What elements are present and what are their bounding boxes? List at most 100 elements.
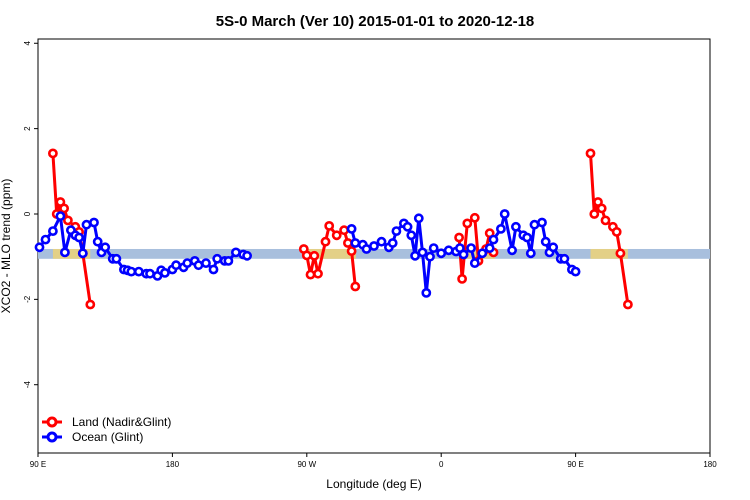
data-point-ocean	[60, 247, 70, 258]
data-point-ocean	[525, 248, 536, 259]
data-point-ocean	[89, 217, 99, 228]
data-point-ocean	[421, 287, 432, 298]
data-point-land	[305, 269, 316, 280]
data-point-land	[457, 273, 467, 284]
data-point-land	[596, 203, 607, 214]
legend: Land (Nadir&Glint) Ocean (Glint)	[42, 415, 171, 444]
data-point-ocean	[425, 251, 435, 262]
data-point-ocean	[537, 217, 547, 228]
data-point-ocean	[469, 258, 480, 268]
data-point-ocean	[369, 241, 379, 251]
data-point-ocean	[529, 219, 540, 230]
y-tick-label: -4	[23, 381, 32, 389]
data-point-ocean	[507, 245, 517, 256]
data-point-land	[623, 299, 633, 310]
data-point-land	[313, 268, 323, 279]
data-point-land	[615, 248, 626, 259]
data-point-ocean	[208, 264, 219, 275]
data-point-land	[462, 218, 473, 229]
data-point-ocean	[34, 242, 45, 253]
data-point-land	[324, 220, 335, 231]
data-point-land	[48, 148, 58, 159]
data-point-ocean	[40, 234, 51, 245]
data-point-ocean	[511, 221, 521, 232]
data-point-land	[585, 148, 596, 159]
data-point-ocean	[145, 268, 155, 279]
data-point-ocean	[55, 211, 66, 221]
chart-title: 5S-0 March (Ver 10) 2015-01-01 to 2020-1…	[216, 13, 535, 30]
y-tick-label: 0	[23, 211, 32, 216]
data-point-ocean	[488, 234, 499, 245]
data-point-ocean	[242, 250, 252, 261]
data-point-ocean	[48, 226, 58, 236]
y-tick-label: -2	[23, 295, 32, 303]
data-point-ocean	[159, 267, 170, 278]
data-point-ocean	[376, 236, 387, 247]
data-point-ocean	[436, 248, 447, 259]
legend-ocean-label: Ocean (Glint)	[72, 430, 143, 444]
x-tick-label: 0	[439, 460, 444, 469]
data-point-land	[611, 226, 622, 237]
data-point-ocean	[402, 221, 413, 232]
data-point-land	[346, 246, 357, 256]
x-tick-label: 180	[703, 460, 717, 469]
legend-ocean-marker	[46, 431, 58, 443]
data-point-ocean	[570, 266, 581, 277]
x-axis: 90 E 180 90 W 0 90 E 180	[30, 453, 717, 469]
data-point-ocean	[495, 223, 506, 234]
data-point-ocean	[548, 242, 559, 253]
data-point-ocean	[201, 258, 211, 268]
data-point-ocean	[458, 249, 469, 260]
y-tick-label: 4	[23, 40, 32, 45]
data-point-ocean	[193, 260, 204, 271]
data-point-land	[85, 299, 96, 310]
data-point-ocean	[81, 219, 92, 230]
data-point-ocean	[350, 238, 361, 248]
series-layer	[34, 148, 633, 310]
x-axis-label: Longitude (deg E)	[326, 477, 421, 491]
x-tick-label: 90 E	[567, 460, 583, 469]
y-axis-label: XCO2 - MLO trend (ppm)	[0, 179, 13, 314]
data-point-land	[469, 212, 480, 223]
data-point-ocean	[477, 248, 488, 259]
data-point-ocean	[499, 209, 510, 219]
data-point-land	[301, 250, 312, 261]
data-point-land	[331, 230, 342, 241]
y-tick-label: 2	[23, 126, 32, 131]
data-point-ocean	[182, 258, 193, 268]
band-highlight	[52, 248, 91, 259]
data-point-ocean	[413, 213, 424, 224]
data-point-ocean	[361, 244, 372, 254]
data-point-ocean	[126, 266, 137, 277]
data-point-ocean	[417, 247, 428, 258]
data-point-land	[309, 250, 320, 261]
data-point-land	[59, 203, 69, 214]
data-point-land	[350, 281, 361, 292]
data-point-ocean	[410, 250, 420, 261]
data-point-ocean	[443, 245, 454, 256]
data-point-ocean	[74, 232, 84, 243]
data-point-ocean	[540, 236, 551, 247]
data-point-land	[63, 215, 73, 226]
data-point-ocean	[92, 236, 103, 247]
data-point-ocean	[171, 260, 181, 271]
data-point-ocean	[466, 243, 476, 253]
data-point-ocean	[212, 253, 223, 264]
data-point-ocean	[100, 242, 111, 253]
data-point-ocean	[346, 223, 357, 234]
x-tick-label: 180	[166, 460, 180, 469]
data-point-ocean	[559, 253, 570, 264]
data-point-ocean	[522, 232, 532, 243]
data-point-land	[454, 232, 464, 243]
data-point-ocean	[223, 255, 234, 266]
legend-land-marker	[46, 416, 58, 428]
data-point-ocean	[133, 266, 144, 277]
data-point-ocean	[428, 243, 439, 253]
reference-band-rect	[38, 248, 710, 259]
data-point-ocean	[406, 230, 417, 241]
data-point-ocean	[387, 238, 398, 248]
x-tick-label: 90 E	[30, 460, 46, 469]
band-highlight	[303, 248, 357, 259]
legend-land-label: Land (Nadir&Glint)	[72, 415, 171, 429]
